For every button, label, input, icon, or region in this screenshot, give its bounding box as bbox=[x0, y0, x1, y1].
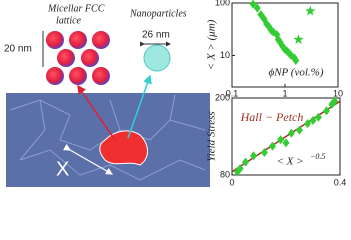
illustration: X 20 nm Micellar FCC lattice Nanoparticl… bbox=[4, 3, 210, 187]
data-point bbox=[293, 34, 304, 45]
lattice-label: lattice bbox=[56, 15, 82, 26]
annotation: Hall − Petch bbox=[240, 110, 304, 124]
data-point bbox=[305, 5, 316, 16]
arrow bbox=[77, 84, 116, 141]
data-point bbox=[331, 96, 339, 106]
graphical-abstract: X 20 nm Micellar FCC lattice Nanoparticl… bbox=[4, 0, 347, 187]
plot-frame bbox=[231, 97, 341, 176]
x-tick-label: 0.1 bbox=[226, 88, 239, 98]
nanoparticle bbox=[143, 44, 171, 72]
data-point bbox=[323, 106, 330, 116]
y-axis-label: < X > (μm) bbox=[206, 19, 218, 70]
y-axis-label: Yield Stress bbox=[206, 111, 218, 161]
data-point bbox=[253, 3, 261, 13]
nanoparticle-label: Nanoparticles bbox=[129, 8, 187, 19]
y-tick-label: 80 bbox=[220, 169, 230, 179]
charts: 0.1 1 10 10 100 < X > (μm) ϕNP (vol.%) 0 0.4 80 20… bbox=[206, 0, 347, 187]
fit-line bbox=[231, 100, 341, 173]
data-point bbox=[236, 164, 244, 174]
data-point bbox=[309, 115, 317, 125]
x-tick-label: 0.4 bbox=[334, 177, 347, 187]
data-point bbox=[292, 56, 300, 66]
y-tick-label: 100 bbox=[215, 0, 230, 7]
data-point bbox=[277, 135, 285, 145]
x-axis-label-exponent: −0.5 bbox=[310, 152, 325, 161]
data-point bbox=[282, 138, 290, 148]
data-point bbox=[242, 157, 249, 167]
x-tick-label: 0 bbox=[229, 177, 234, 187]
arrow bbox=[127, 74, 152, 139]
x-axis-label: ϕNP (vol.%) bbox=[269, 67, 324, 79]
data-point bbox=[250, 151, 258, 161]
grain-size-arrow bbox=[63, 143, 114, 175]
data-point bbox=[257, 10, 265, 20]
data-point bbox=[260, 148, 268, 158]
x-tick-label: 1 bbox=[282, 88, 287, 98]
lattice-size: 20 nm bbox=[4, 44, 32, 55]
y-tick-label: 200 bbox=[215, 92, 230, 102]
data-point bbox=[314, 112, 322, 122]
data-point bbox=[269, 141, 276, 151]
data-point bbox=[296, 125, 303, 135]
lattice-label: Micellar FCC bbox=[47, 3, 105, 14]
lattice bbox=[46, 31, 110, 85]
y-tick-label: 10 bbox=[220, 50, 230, 60]
x-axis-label: < X > bbox=[276, 156, 303, 168]
data-point bbox=[287, 128, 295, 138]
particle-size: 26 nm bbox=[142, 30, 170, 41]
data-point bbox=[304, 119, 312, 129]
data-point bbox=[249, 0, 257, 9]
grain-label: X bbox=[56, 158, 69, 180]
x-tick-label: 10 bbox=[333, 88, 343, 98]
